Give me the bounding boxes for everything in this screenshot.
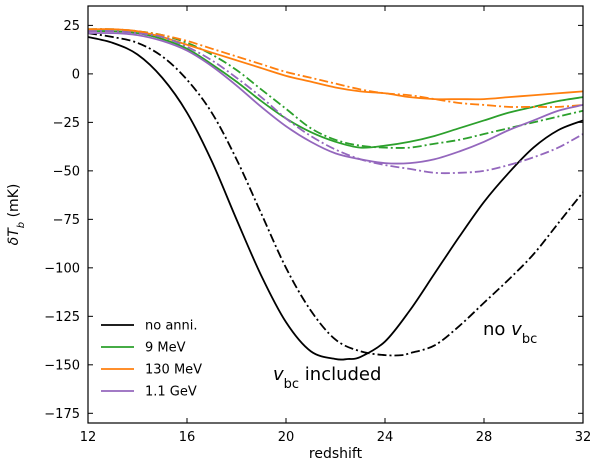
y-tick-label: −50 <box>53 164 80 179</box>
series-line-6 <box>87 32 584 165</box>
x-axis-label: redshift <box>309 446 363 462</box>
y-tick-label: −175 <box>44 407 80 422</box>
series-line-0 <box>87 36 584 361</box>
legend-label: 1.1 GeV <box>145 385 197 400</box>
legend-label: 9 MeV <box>145 341 186 356</box>
series-layer <box>87 28 584 361</box>
x-tick-label: 28 <box>476 430 493 445</box>
legend-label: 130 MeV <box>145 363 202 378</box>
annotation-no-vbc: no vbc <box>483 319 537 347</box>
y-axis-label: δTb (mK) <box>6 184 27 246</box>
ticks-layer: 12 16 20 24 28 32 25 0 −25 −50 −75 −100 −125 −150 −175 <box>44 6 591 445</box>
y-tick-label: −75 <box>53 213 80 228</box>
series-line-2 <box>87 30 584 149</box>
series-line-3 <box>87 28 584 149</box>
y-tick-label: −100 <box>44 261 80 276</box>
y-tick-label: −125 <box>44 310 80 325</box>
series-line-1 <box>87 32 584 357</box>
x-tick-label: 32 <box>575 430 592 445</box>
series-line-4 <box>87 28 584 101</box>
y-tick-label: −25 <box>53 116 80 131</box>
x-tick-label: 12 <box>80 430 97 445</box>
x-tick-label: 16 <box>179 430 196 445</box>
legend-label: no anni. <box>145 319 198 334</box>
x-tick-label: 24 <box>377 430 394 445</box>
y-tick-label: −150 <box>44 358 80 373</box>
annotation-vbc-included: vbc included <box>273 364 381 392</box>
annotation-no-vbc-prefix: no <box>483 319 511 340</box>
y-tick-label: 0 <box>72 67 80 82</box>
y-tick-label: 25 <box>63 19 80 34</box>
legend: no anni. 9 MeV 130 MeV 1.1 GeV <box>101 319 202 400</box>
x-tick-label: 20 <box>278 430 295 445</box>
series-line-7 <box>87 30 584 175</box>
plot-frame <box>87 5 584 424</box>
